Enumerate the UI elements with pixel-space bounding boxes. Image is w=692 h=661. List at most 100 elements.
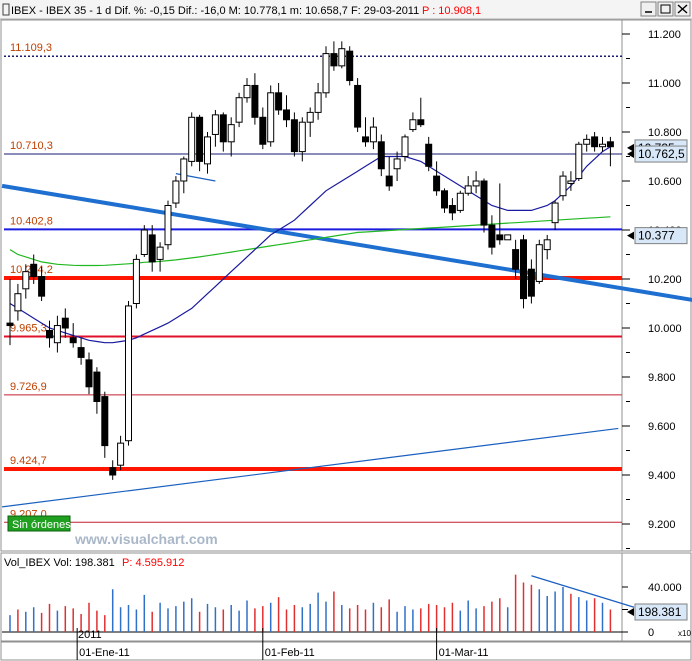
candle-body <box>53 325 61 344</box>
candle-body <box>132 258 140 304</box>
maximize-icon <box>660 4 671 14</box>
candle-body <box>204 136 211 165</box>
candle-body <box>496 234 504 241</box>
horizontal-level-label: 9.965,3 <box>10 323 47 335</box>
last-price-header: P : 10.908,1 <box>422 5 481 17</box>
moving-averages <box>9 146 611 344</box>
candle-body <box>606 141 614 148</box>
time-tick-label: 01-Ene-11 <box>79 647 130 659</box>
volume-axis-panel[interactable] <box>621 552 692 642</box>
minimize-button[interactable] <box>640 1 657 17</box>
candle-body <box>38 276 46 297</box>
volume-tick-label: 40.000 <box>648 582 682 594</box>
candle-body <box>140 229 148 255</box>
price-tick-label: 10.600 <box>648 176 682 188</box>
candle-body <box>441 190 448 209</box>
candle-body <box>527 268 535 297</box>
candle-body <box>472 180 480 187</box>
candle-body <box>599 143 606 148</box>
candle-body <box>219 114 227 143</box>
close-icon <box>677 4 688 14</box>
time-axis-panel[interactable] <box>0 641 692 661</box>
candle-body <box>6 322 14 327</box>
candle-body <box>575 143 583 180</box>
candle-body <box>148 234 156 263</box>
time-tick-label: 01-Mar-11 <box>439 647 489 659</box>
candle-body <box>512 249 520 270</box>
candle-body <box>61 317 69 329</box>
volume-box-pointer <box>627 608 634 616</box>
price-box-label: 10.377 <box>638 229 675 243</box>
horizontal-level-label: 11.109,3 <box>10 42 52 54</box>
price-tick-label: 10.000 <box>648 323 682 335</box>
candle-body <box>401 136 409 157</box>
candle-body <box>227 124 235 143</box>
candle-body <box>314 92 322 113</box>
watermark: www.visualchart.com <box>74 531 218 547</box>
candle-body <box>259 116 267 145</box>
candle-body <box>243 84 251 99</box>
price-boxes: 10.73510.762,510.377 <box>627 139 688 245</box>
candle-body <box>369 126 377 143</box>
price-tick-label: 10.800 <box>648 127 682 139</box>
volume-bars <box>9 574 612 632</box>
horizontal-level-label: 10.710,3 <box>10 140 53 152</box>
candle-body <box>362 136 369 143</box>
volume-trend-line <box>531 575 635 608</box>
candle-body <box>290 119 298 153</box>
candle-body <box>188 116 196 162</box>
candle-body <box>535 244 543 282</box>
sma-short-line <box>9 146 611 344</box>
price-box <box>634 227 688 245</box>
candle-body <box>251 84 259 118</box>
price-box-pointer <box>627 150 634 159</box>
price-tick-label: 10.200 <box>648 274 682 286</box>
candle-body <box>377 141 385 170</box>
candle-body <box>172 180 180 204</box>
price-axis-panel[interactable] <box>621 19 692 552</box>
candle-body <box>591 136 599 148</box>
candle-body <box>46 329 53 339</box>
candle-body <box>448 205 456 214</box>
candle-body <box>480 180 488 226</box>
price-plot-area[interactable] <box>0 19 623 552</box>
candle-body <box>30 263 38 278</box>
window-menu-icon[interactable] <box>2 3 10 16</box>
status-badge[interactable] <box>7 515 71 532</box>
sma-long-line <box>9 216 611 267</box>
volume-tick-label: 0 <box>648 627 654 639</box>
horizontal-levels: 11.109,310.710,310.402,810.204,29.965,39… <box>4 42 622 523</box>
candle-body <box>393 158 401 170</box>
status-badge-label: Sin órdenes <box>12 519 71 531</box>
candle-body <box>164 205 172 246</box>
candle-body <box>338 48 346 67</box>
price-tick-label: 9.800 <box>648 372 676 384</box>
horizontal-level-label: 9.726,9 <box>10 381 47 393</box>
candle-body <box>69 337 77 344</box>
trend-line-uptrend-thin <box>2 427 619 508</box>
candle-body <box>14 293 22 312</box>
trend-line-downtrend-thick <box>1 183 692 302</box>
candle-body <box>125 305 132 442</box>
candle-body <box>322 53 330 94</box>
candle-body <box>385 175 393 187</box>
candle-body <box>346 50 354 82</box>
candle-body <box>433 175 441 192</box>
candle-body <box>583 138 591 145</box>
chart-header-text: IBEX - IBEX 35 - 1 d Dif. %: -0,15 Dif.:… <box>11 5 419 17</box>
candle-body <box>77 347 85 358</box>
maximize-button[interactable] <box>657 1 674 17</box>
volume-multiplier: x10 <box>678 629 691 638</box>
candle-body <box>93 371 101 403</box>
candlesticks <box>6 41 614 480</box>
candle-body <box>283 109 290 121</box>
candle-body <box>117 442 125 466</box>
volume-trend-line <box>531 575 635 608</box>
candle-body <box>267 92 275 143</box>
candle-body <box>211 114 219 135</box>
candle-body <box>488 224 496 248</box>
title-bar <box>0 0 692 19</box>
candle-body <box>298 121 306 153</box>
